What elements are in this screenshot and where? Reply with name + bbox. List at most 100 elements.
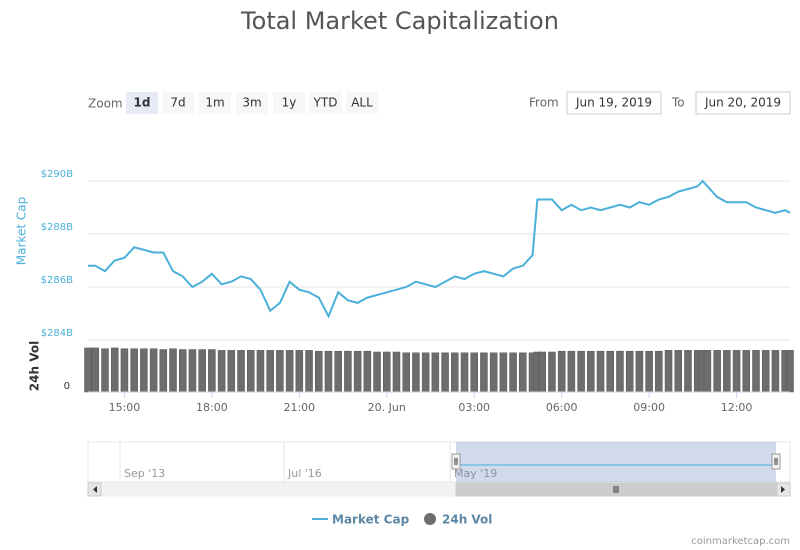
volume-bar: [674, 350, 683, 393]
volume-bar: [635, 350, 644, 393]
volume-bar: [713, 350, 721, 393]
volume-bar: [353, 350, 362, 393]
to-input[interactable]: [695, 91, 791, 115]
volume-bar: [567, 350, 576, 393]
x-tick-label: 03:00: [458, 401, 490, 414]
volume-bar: [625, 350, 634, 393]
y-tick-label: $286B: [41, 275, 73, 286]
volume-bar: [557, 350, 566, 393]
volume-bar: [470, 352, 478, 393]
volume-bar: [703, 350, 712, 393]
volume-bar: [664, 350, 673, 393]
zoom-button-label[interactable]: 3m: [242, 96, 261, 110]
x-tick-label: 18:00: [196, 401, 228, 414]
legend-label[interactable]: 24h Vol: [442, 513, 492, 527]
volume-bar: [538, 351, 546, 393]
volume-bar: [276, 350, 284, 393]
x-tick-label: 15:00: [109, 401, 141, 414]
volume-bar: [402, 352, 410, 393]
volume-bar: [266, 350, 274, 393]
zoom-button[interactable]: [346, 92, 378, 114]
zoom-button[interactable]: [273, 92, 305, 114]
volume-bar: [761, 350, 770, 393]
zoom-button[interactable]: [162, 92, 194, 114]
credit[interactable]: coinmarketcap.com: [691, 536, 790, 547]
volume-bar: [480, 352, 488, 393]
x-tick-label: 06:00: [546, 401, 578, 414]
volume-bar: [577, 350, 585, 393]
volume-bar: [509, 352, 517, 393]
volume-bar: [198, 349, 206, 393]
volume-bar: [188, 349, 197, 393]
legend-label[interactable]: Market Cap: [332, 513, 410, 527]
x-tick-label: 09:00: [633, 401, 665, 414]
volume-bar: [732, 350, 741, 393]
zoom-button-label[interactable]: 1y: [282, 96, 297, 110]
volume-bar: [596, 350, 605, 393]
volume-bar: [140, 348, 148, 393]
volume-bar: [655, 350, 663, 393]
volume-bar: [606, 350, 614, 393]
navigator-handle[interactable]: [771, 453, 781, 470]
zoom-button-label[interactable]: 1d: [134, 96, 151, 110]
volume-bar: [169, 348, 177, 393]
volume-bar: [101, 348, 109, 393]
x-tick-label: 21:00: [283, 401, 315, 414]
navigator-label: Jul '16: [287, 467, 322, 480]
zoom-button-label[interactable]: 1m: [205, 96, 224, 110]
y2-tick-label: 0: [64, 381, 70, 392]
volume-bar: [237, 350, 245, 393]
volume-bar: [227, 350, 236, 393]
volume-bar: [217, 350, 226, 393]
volume-bar: [178, 349, 187, 393]
volume-bar: [110, 347, 119, 393]
zoom-button-label[interactable]: YTD: [313, 96, 338, 110]
volume-bar: [373, 351, 381, 393]
volume-bar: [334, 350, 342, 393]
volume-bar: [120, 348, 129, 393]
legend-marker: [424, 513, 436, 525]
x-tick-label: 12:00: [721, 401, 753, 414]
from-input[interactable]: [566, 91, 662, 115]
zoom-button-label[interactable]: ALL: [351, 96, 373, 110]
volume-bar: [771, 350, 780, 393]
from-label: From: [529, 96, 559, 110]
zoom-button[interactable]: [236, 92, 268, 114]
volume-bar: [208, 349, 216, 393]
volume-bar: [84, 347, 92, 393]
chart-title: Total Market Capitalization: [240, 7, 559, 35]
volume-bar: [295, 350, 304, 393]
to-date[interactable]: Jun 20, 2019: [704, 96, 781, 110]
volume-bar: [723, 350, 731, 393]
volume-bar: [256, 350, 265, 393]
volume-bar: [149, 348, 158, 393]
volume-bar: [315, 350, 323, 393]
zoom-button[interactable]: [199, 92, 231, 114]
market-cap-line: [88, 179, 791, 319]
volume-bar: [383, 351, 391, 393]
volume-bar: [305, 350, 313, 393]
zoom-button[interactable]: [126, 92, 158, 114]
volume-bar: [519, 352, 527, 393]
navigator-handle[interactable]: [451, 453, 461, 470]
volume-bar: [460, 352, 469, 393]
zoom-button-label[interactable]: 7d: [170, 96, 185, 110]
y-axis-label: Market Cap: [15, 197, 29, 265]
volume-bar: [431, 352, 440, 393]
y-tick-label: $284B: [41, 328, 73, 339]
zoom-button[interactable]: [309, 92, 342, 114]
volume-bar: [91, 347, 100, 393]
volume-bar: [499, 352, 508, 393]
volume-bar: [489, 352, 498, 393]
volume-bar: [344, 350, 352, 393]
navigator-label: Sep '13: [124, 467, 165, 480]
arrow-right: [781, 486, 785, 493]
volume-bar: [363, 350, 372, 393]
volume-bar: [324, 350, 333, 393]
navigator-mask: [456, 442, 776, 482]
from-date[interactable]: Jun 19, 2019: [575, 96, 652, 110]
volume-bar: [421, 352, 430, 393]
y-tick-label: $288B: [41, 222, 73, 233]
